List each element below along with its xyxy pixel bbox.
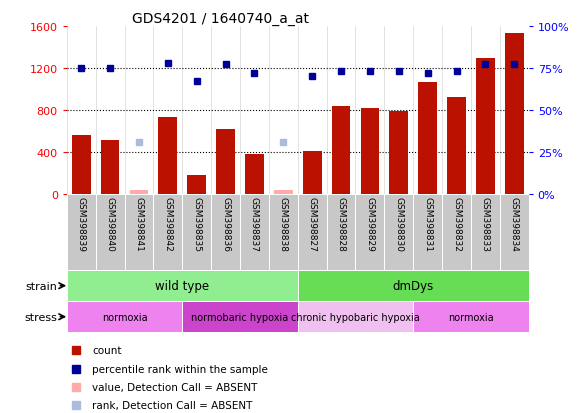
Text: rank, Detection Call = ABSENT: rank, Detection Call = ABSENT: [92, 400, 253, 410]
Bar: [471, 194, 500, 271]
Bar: [332, 106, 350, 194]
Text: count: count: [92, 345, 121, 355]
Bar: [96, 194, 124, 271]
Text: GSM398834: GSM398834: [510, 197, 519, 251]
Bar: [442, 194, 471, 271]
Text: GSM398828: GSM398828: [336, 197, 346, 251]
Bar: [298, 301, 413, 332]
Bar: [240, 194, 269, 271]
Text: GSM398831: GSM398831: [423, 197, 432, 251]
Text: percentile rank within the sample: percentile rank within the sample: [92, 364, 268, 374]
Text: stress: stress: [25, 312, 58, 322]
Text: strain: strain: [26, 281, 58, 291]
Bar: [298, 271, 529, 301]
Bar: [182, 301, 297, 332]
Bar: [245, 154, 264, 194]
Text: GSM398829: GSM398829: [365, 197, 374, 251]
Bar: [187, 176, 206, 194]
Bar: [216, 129, 235, 194]
Bar: [476, 59, 495, 194]
Bar: [389, 112, 408, 194]
Bar: [274, 191, 293, 194]
Text: value, Detection Call = ABSENT: value, Detection Call = ABSENT: [92, 382, 257, 392]
Text: GSM398827: GSM398827: [308, 197, 317, 251]
Bar: [413, 301, 529, 332]
Bar: [303, 151, 321, 194]
Bar: [67, 301, 182, 332]
Text: GDS4201 / 1640740_a_at: GDS4201 / 1640740_a_at: [132, 12, 309, 26]
Text: GSM398839: GSM398839: [77, 197, 86, 251]
Bar: [500, 194, 529, 271]
Bar: [418, 83, 437, 194]
Bar: [327, 194, 356, 271]
Text: normoxia: normoxia: [448, 312, 494, 322]
Text: dmDys: dmDys: [393, 280, 434, 292]
Bar: [67, 271, 298, 301]
Text: chronic hypobaric hypoxia: chronic hypobaric hypoxia: [291, 312, 420, 322]
Bar: [385, 194, 413, 271]
Bar: [361, 108, 379, 194]
Text: GSM398842: GSM398842: [163, 197, 173, 251]
Text: GSM398832: GSM398832: [452, 197, 461, 251]
Bar: [269, 194, 298, 271]
Text: normobaric hypoxia: normobaric hypoxia: [191, 312, 289, 322]
Bar: [153, 194, 182, 271]
Bar: [211, 194, 240, 271]
Text: GSM398840: GSM398840: [106, 197, 114, 251]
Bar: [130, 191, 148, 194]
Bar: [124, 194, 153, 271]
Bar: [72, 135, 91, 194]
Text: GSM398836: GSM398836: [221, 197, 230, 251]
Bar: [159, 118, 177, 194]
Bar: [447, 98, 466, 194]
Bar: [297, 194, 327, 271]
Text: GSM398830: GSM398830: [394, 197, 403, 251]
Text: GSM398838: GSM398838: [279, 197, 288, 251]
Text: GSM398841: GSM398841: [134, 197, 144, 251]
Bar: [67, 194, 96, 271]
Bar: [182, 194, 211, 271]
Text: GSM398833: GSM398833: [481, 197, 490, 251]
Text: GSM398835: GSM398835: [192, 197, 201, 251]
Bar: [356, 194, 385, 271]
Text: GSM398837: GSM398837: [250, 197, 259, 251]
Bar: [505, 34, 523, 194]
Text: normoxia: normoxia: [102, 312, 148, 322]
Bar: [101, 141, 120, 194]
Bar: [413, 194, 442, 271]
Text: wild type: wild type: [155, 280, 209, 292]
